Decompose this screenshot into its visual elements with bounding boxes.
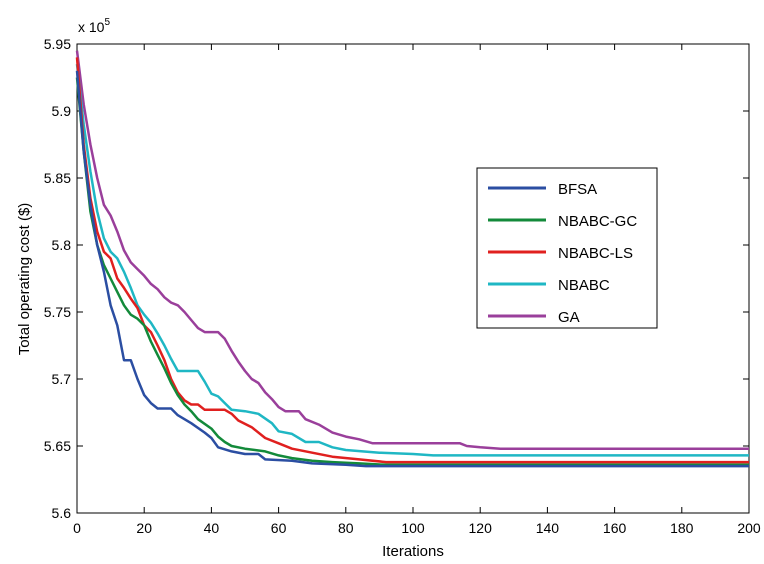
y-axis: 5.6 5.65 5.7 5.75 5.8 5.85 5.9 5.95: [44, 36, 749, 521]
y-tick-label: 5.8: [52, 237, 72, 253]
y-tick-label: 5.75: [44, 304, 71, 320]
x-axis-label: Iterations: [382, 543, 444, 560]
series-line-ga: [75, 50, 749, 450]
x-tick-label: 180: [670, 520, 694, 536]
y-tick-label: 5.95: [44, 36, 71, 52]
series-line-bfsa: [75, 70, 749, 468]
series-line-nbabc: [75, 63, 749, 457]
y-scale-multiplier: x 105: [78, 17, 110, 35]
legend-label: GA: [558, 309, 580, 326]
y-scale-exponent: 5: [104, 17, 110, 28]
legend-label: NBABC: [558, 277, 610, 294]
x-axis: 0 20 40 60 80 100 120 140 160 180 200: [73, 44, 761, 536]
legend: BFSA NBABC-GC NBABC-LS NBABC GA: [476, 167, 658, 329]
y-tick-label: 5.9: [52, 103, 72, 119]
y-axis-label: Total operating cost ($): [16, 203, 33, 356]
series-lines: [75, 50, 749, 468]
x-tick-label: 60: [271, 520, 287, 536]
x-tick-label: 200: [737, 520, 761, 536]
y-tick-label: 5.65: [44, 438, 71, 454]
legend-label: NBABC-LS: [558, 245, 633, 262]
x-tick-label: 20: [136, 520, 152, 536]
y-tick-label: 5.85: [44, 170, 71, 186]
legend-label: NBABC-GC: [558, 213, 637, 230]
x-tick-label: 0: [73, 520, 81, 536]
legend-box: [476, 167, 658, 329]
x-tick-label: 40: [204, 520, 220, 536]
x-tick-label: 120: [469, 520, 493, 536]
x-tick-label: 140: [536, 520, 560, 536]
x-tick-label: 80: [338, 520, 354, 536]
series-line-nbabc-gc: [75, 77, 749, 467]
y-tick-label: 5.6: [52, 505, 72, 521]
series-line-nbabc-ls: [75, 57, 749, 464]
x-tick-label: 160: [603, 520, 627, 536]
x-tick-label: 100: [401, 520, 425, 536]
y-tick-label: 5.7: [52, 371, 72, 387]
legend-label: BFSA: [558, 181, 597, 198]
